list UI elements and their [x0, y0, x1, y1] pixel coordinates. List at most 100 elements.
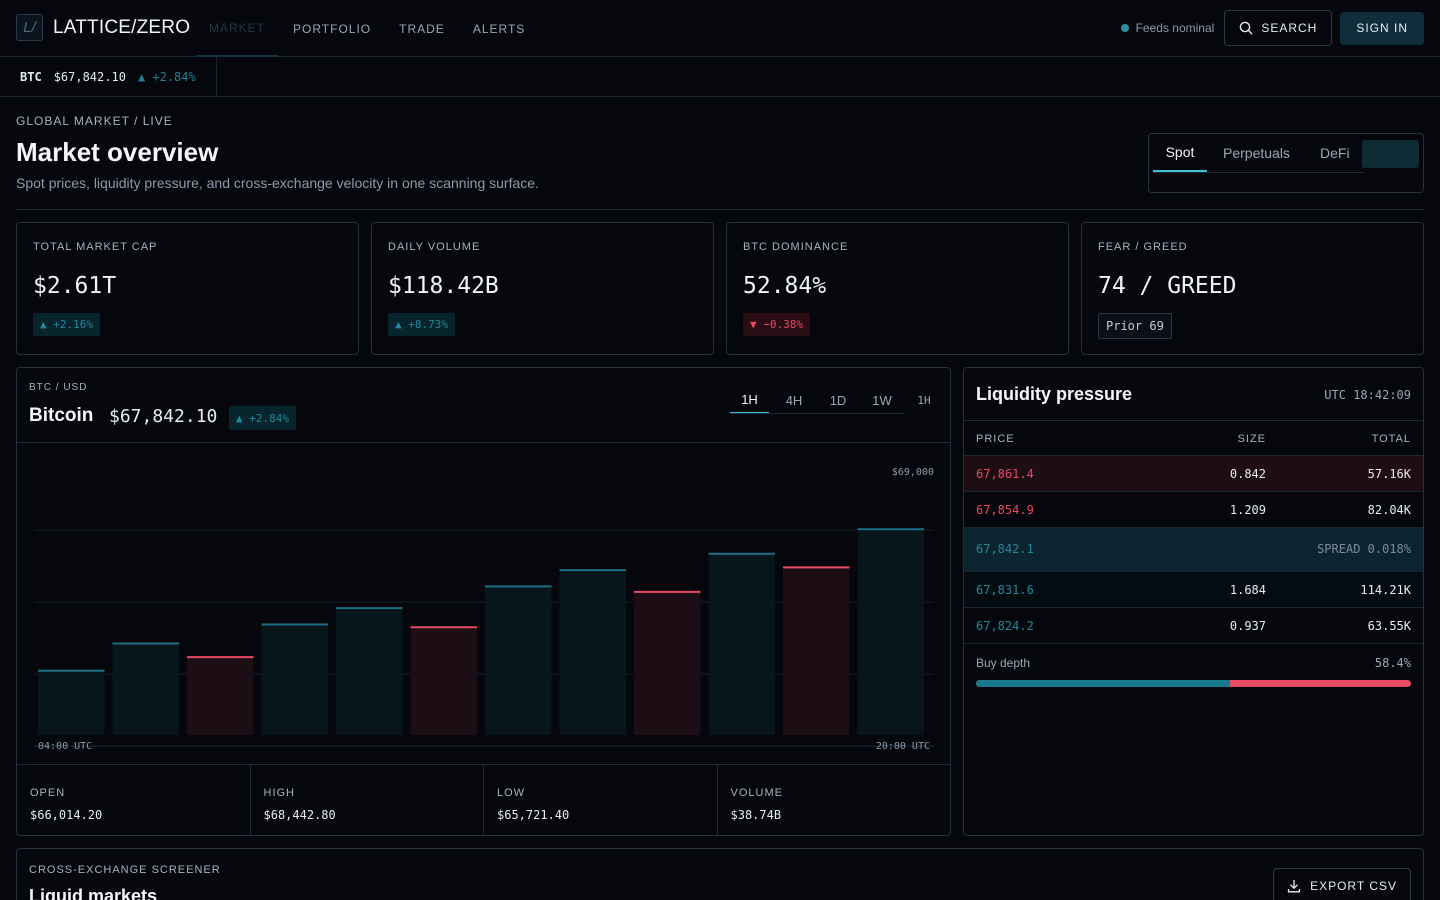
top-nav: L/ LATTICE/ZERO MARKET PORTFOLIO TRADE A… [0, 0, 1440, 57]
timeframe-divider [730, 413, 904, 414]
screener-panel: CROSS-EXCHANGE SCREENER Liquid markets E… [16, 848, 1424, 900]
bar-up[interactable] [857, 528, 925, 735]
orderbook-header: PRICE SIZE TOTAL [964, 420, 1423, 456]
x-start-label: 04:00 UTC [38, 741, 92, 752]
segment-defi[interactable]: DeFi [1320, 145, 1350, 161]
ohlc-label: VOLUME [730, 787, 783, 799]
timeframe-1h[interactable]: 1H [730, 386, 769, 414]
timeframe-1w[interactable]: 1W [872, 392, 892, 408]
ticker-item-btc[interactable]: BTC $67,842.10 ▲ +2.84% [0, 57, 217, 96]
stat-label: DAILY VOLUME [388, 241, 481, 253]
ohlc-value: $66,014.20 [30, 808, 103, 822]
brand-name: LATTICE/ZERO [53, 16, 191, 38]
mid-price: 67,842.1 [976, 542, 1034, 556]
bid-total: 63.55K [1367, 619, 1411, 633]
ask-price: 67,854.9 [976, 503, 1034, 517]
bar-up[interactable] [261, 623, 329, 735]
export-csv-label: EXPORT CSV [1310, 879, 1397, 893]
stat-label: FEAR / GREED [1098, 241, 1188, 253]
orderbook-spread-row: 67,842.1 SPREAD 0.018% [964, 528, 1423, 572]
bar-down[interactable] [410, 626, 478, 735]
price-chart-panel: BTC / USD Bitcoin $67,842.10 ▲ +2.84% 1H… [16, 367, 951, 836]
ohlc-low: LOW $65,721.40 [484, 765, 718, 835]
ask-size: 0.842 [1229, 467, 1266, 481]
pair-label: BTC / USD [29, 382, 88, 393]
status-dot-icon [1120, 24, 1129, 32]
orderbook-ask-row[interactable]: 67,854.9 1.209 82.04K [964, 492, 1423, 528]
search-icon [1240, 21, 1253, 35]
chart-divider [17, 442, 950, 443]
ohlc-volume: VOLUME $38.74B [718, 765, 951, 835]
nav-alerts[interactable]: ALERTS [472, 21, 526, 36]
timeframe-4h[interactable]: 4H [785, 392, 803, 408]
feed-status-label: Feeds nominal [1135, 21, 1215, 35]
bar-down[interactable] [187, 656, 254, 735]
ohlc-stats: OPEN $66,014.20 HIGH $68,442.80 LOW $65,… [17, 764, 950, 835]
orderbook-bid-row[interactable]: 67,831.6 1.684 114.21K [964, 572, 1423, 608]
ohlc-open: OPEN $66,014.20 [17, 765, 251, 835]
ohlc-value: $65,721.40 [497, 808, 570, 822]
spread-value: SPREAD 0.018% [1317, 542, 1411, 556]
bar-down[interactable] [783, 566, 850, 735]
brand-logo[interactable]: L/ LATTICE/ZERO [16, 14, 190, 41]
liquidity-timestamp: UTC 18:42:09 [1324, 388, 1411, 402]
nav-actions: Feeds nominal SEARCH SIGN IN [1120, 10, 1424, 46]
screener-label: CROSS-EXCHANGE SCREENER [29, 864, 221, 876]
stat-change-badge: ▲ +8.73% [388, 313, 455, 336]
search-button[interactable]: SEARCH [1224, 10, 1333, 46]
ticker-strip: BTC $67,842.10 ▲ +2.84% [0, 57, 1440, 97]
bar-up[interactable] [708, 552, 776, 735]
ticker-symbol: BTC [20, 69, 42, 84]
bid-size: 0.937 [1229, 619, 1266, 633]
ohlc-value: $68,442.80 [263, 808, 336, 822]
bar-down[interactable] [634, 590, 701, 735]
ohlc-value: $38.74B [730, 808, 782, 822]
stat-value: $118.42B [388, 273, 499, 299]
export-csv-button[interactable]: EXPORT CSV [1273, 868, 1411, 900]
stat-value: 52.84% [743, 273, 827, 299]
logo-mark-icon: L/ [16, 14, 43, 41]
bar-up[interactable] [336, 607, 403, 735]
column-header-total: TOTAL [1371, 433, 1411, 445]
stat-change-badge: ▲ +2.16% [33, 313, 100, 336]
depth-bar [976, 680, 1411, 687]
bar-up[interactable] [38, 669, 105, 735]
depth-label: Buy depth [976, 656, 1031, 670]
bar-chart: $69,000 04:00 UTC 20:00 UTC [34, 467, 934, 752]
main-nav: MARKET PORTFOLIO TRADE ALERTS [196, 0, 540, 57]
segment-perpetuals[interactable]: Perpetuals [1223, 145, 1290, 161]
timeframe-1d[interactable]: 1D [829, 392, 847, 408]
nav-trade[interactable]: TRADE [399, 21, 445, 36]
breadcrumb: GLOBAL MARKET / LIVE [16, 114, 173, 128]
bid-total: 114.21K [1360, 583, 1411, 597]
stat-prior-badge: Prior 69 [1098, 313, 1172, 339]
y-max-label: $69,000 [892, 467, 934, 478]
bid-price: 67,824.2 [976, 619, 1034, 633]
timeframe-extra[interactable]: 1H [917, 393, 931, 407]
page-title: Market overview [16, 137, 219, 167]
orderbook-ask-row[interactable]: 67,861.4 0.842 57.16K [964, 456, 1423, 492]
stat-value: 74 / GREED [1098, 273, 1237, 299]
search-button-label: SEARCH [1261, 21, 1318, 35]
sign-in-button[interactable]: SIGN IN [1340, 11, 1424, 45]
depth-bar-fill [976, 680, 1231, 687]
market-segment-switch: Spot Perpetuals DeFi [1148, 133, 1424, 193]
nav-portfolio[interactable]: PORTFOLIO [293, 21, 372, 36]
segment-indicator[interactable] [1362, 140, 1419, 168]
header-divider [16, 209, 1424, 210]
ask-price: 67,861.4 [976, 467, 1034, 481]
download-icon [1287, 880, 1301, 893]
stat-label: BTC DOMINANCE [743, 241, 849, 253]
orderbook-bid-row[interactable]: 67,824.2 0.937 63.55K [964, 608, 1423, 644]
bar-up[interactable] [485, 585, 552, 735]
coin-name: Bitcoin [29, 405, 94, 426]
bar-up[interactable] [559, 569, 627, 735]
ask-total: 82.04K [1367, 503, 1411, 517]
coin-change-badge: ▲ +2.84% [229, 406, 296, 430]
ticker-price: $67,842.10 [53, 69, 126, 84]
segment-spot[interactable]: Spot [1153, 134, 1207, 172]
page-subtitle: Spot prices, liquidity pressure, and cro… [16, 175, 539, 191]
nav-market[interactable]: MARKET [196, 0, 279, 57]
bar-up[interactable] [112, 642, 180, 735]
stat-change-badge: ▼ −0.38% [743, 313, 810, 336]
